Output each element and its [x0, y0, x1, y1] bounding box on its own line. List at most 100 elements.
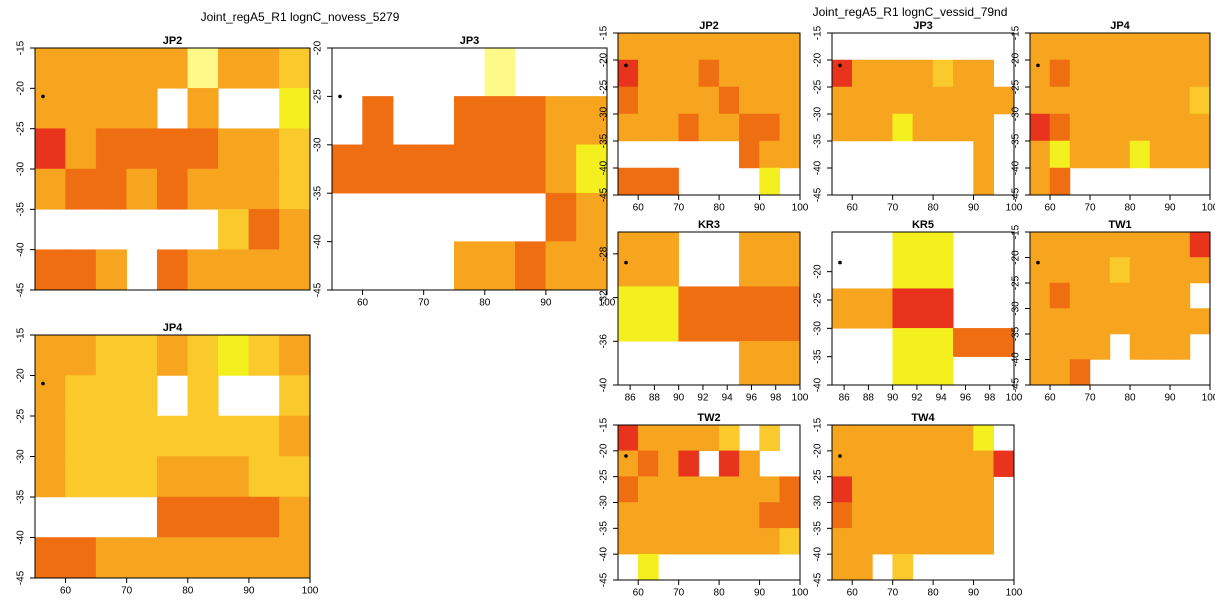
heat-cell: [187, 47, 219, 89]
heat-cell: [759, 113, 781, 142]
heat-cell: [872, 86, 893, 115]
heat-cell: [658, 59, 679, 88]
heat-cell: [1069, 333, 1091, 360]
y-tick-label: -32: [599, 290, 610, 305]
heat-cell: [851, 59, 873, 88]
heat-cell: [739, 528, 760, 555]
heat-cell: [248, 415, 280, 457]
plot-frame: [331, 47, 608, 291]
marker-dot: [624, 260, 628, 265]
heat-cell: [912, 86, 934, 115]
heat-cell: [932, 450, 954, 477]
heat-cell: [187, 415, 219, 457]
x-tick-label: 100: [302, 586, 319, 597]
y-tick-label: -35: [1011, 326, 1022, 341]
heat-cell: [779, 528, 801, 555]
heat-cell: [872, 528, 893, 555]
heat-cell: [1189, 86, 1211, 115]
heat-cell: [831, 288, 893, 329]
y-tick-label: -20: [1011, 52, 1022, 67]
heat-cell: [187, 496, 219, 538]
heat-cell: [892, 288, 954, 329]
marker-dot: [838, 260, 842, 265]
heat-cell: [779, 32, 801, 61]
heat-cell: [279, 47, 311, 89]
y-tick-label: -45: [1011, 377, 1022, 392]
heat-cell: [678, 113, 700, 142]
heat-cell: [1189, 231, 1211, 258]
heat-cell: [912, 424, 934, 452]
heat-cell: [1029, 140, 1051, 169]
y-tick-label: -15: [16, 327, 27, 342]
y-tick-label: -25: [599, 79, 610, 94]
heat-cell: [1109, 282, 1131, 309]
heat-cell: [678, 528, 700, 555]
heat-cell: [1109, 113, 1131, 142]
y-tick-label: -30: [599, 495, 610, 510]
heat-cell: [637, 113, 659, 142]
heat-cell: [1109, 59, 1131, 88]
heat-cell: [1169, 257, 1191, 284]
x-tick-label: 60: [847, 203, 859, 214]
y-tick-label: -15: [813, 417, 824, 432]
y-tick-label: -40: [813, 377, 824, 392]
heat-cell: [1089, 282, 1111, 309]
heat-cell: [831, 476, 853, 503]
heat-cell: [65, 537, 97, 579]
x-tick-label: 100: [792, 393, 809, 404]
x-tick-label: 80: [714, 588, 726, 599]
heat-cell: [1069, 59, 1091, 88]
heat-cell: [484, 241, 516, 291]
heat-cell: [779, 59, 801, 88]
heat-cell: [1029, 231, 1051, 258]
heat-cell: [779, 502, 801, 529]
y-tick-label: -40: [16, 242, 27, 257]
heat-cell: [218, 168, 250, 210]
heat-cell: [892, 328, 954, 357]
y-tick-label: -30: [16, 449, 27, 464]
heat-cell: [637, 32, 659, 61]
heat-cell: [248, 209, 280, 250]
heat-cell: [1089, 333, 1111, 360]
x-tick-label: 90: [1164, 203, 1176, 214]
heat-cell: [617, 476, 639, 503]
heat-cell: [484, 144, 516, 194]
heat-cell: [248, 249, 280, 291]
heat-cell: [1129, 113, 1151, 142]
heat-cell: [1149, 86, 1171, 115]
x-tick-label: 100: [1006, 393, 1023, 404]
heat-cell: [759, 167, 781, 196]
x-tick-label: 80: [714, 203, 726, 214]
heat-cell: [515, 144, 547, 194]
heat-cell: [156, 168, 189, 210]
marker-dot: [41, 381, 45, 386]
panel: JP4 -15 -20 -25 -30 -35 -40 -45 60 70 80 90 100: [16, 322, 319, 597]
heat-cell: [65, 334, 97, 376]
heat-cell: [831, 450, 853, 477]
heat-cell: [851, 476, 873, 503]
heat-cell: [1129, 231, 1151, 258]
heat-cell: [851, 553, 873, 581]
heat-cell: [872, 113, 893, 142]
heat-cell: [126, 456, 158, 498]
heat-cell: [1029, 257, 1051, 284]
heat-cell: [1029, 359, 1051, 386]
heat-cell: [515, 96, 547, 146]
y-tick-label: -45: [813, 572, 824, 587]
heat-cell: [739, 341, 801, 386]
y-tick-label: -40: [313, 234, 324, 249]
heat-cell: [993, 450, 1015, 477]
marker-dot: [41, 94, 45, 99]
heat-cell: [1129, 333, 1151, 360]
panel: TW1 -15 -20 -25 -30 -35 -40 -45 60 70 80 90 100: [1011, 219, 1215, 404]
marker-dot: [1036, 260, 1040, 265]
heat-cell: [1089, 32, 1111, 61]
marker-dot: [1036, 63, 1040, 68]
heat-cell: [831, 528, 853, 555]
x-tick-label: 60: [1044, 393, 1056, 404]
heat-cell: [678, 59, 700, 88]
heat-cell: [423, 144, 455, 194]
heat-cell: [1169, 333, 1191, 360]
heat-cell: [156, 334, 189, 376]
y-tick-label: -45: [813, 187, 824, 202]
